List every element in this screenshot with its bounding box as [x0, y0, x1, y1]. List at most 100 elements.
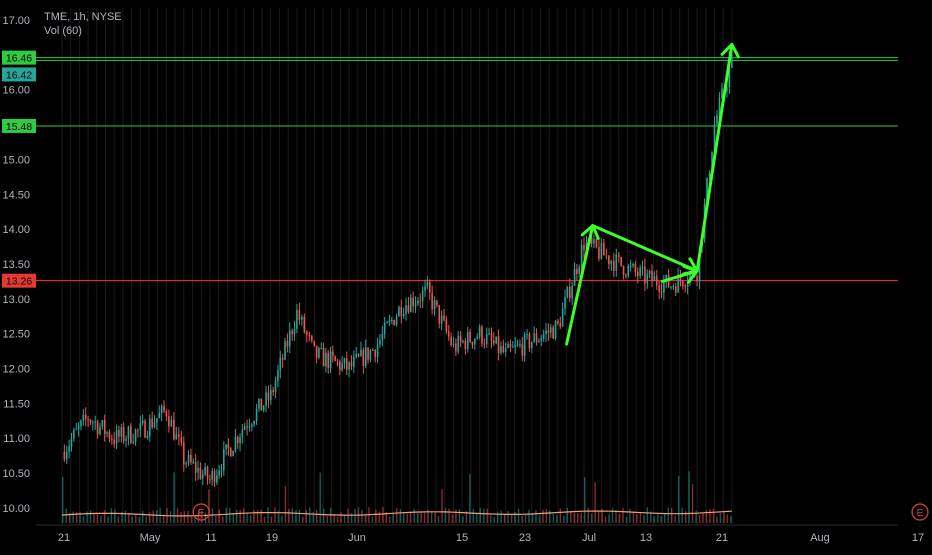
candle-body[interactable]: [82, 414, 85, 421]
candle-body[interactable]: [325, 352, 327, 367]
candle-body[interactable]: [625, 275, 627, 277]
candle-body[interactable]: [583, 244, 585, 251]
candle-body[interactable]: [120, 427, 123, 437]
candle-body[interactable]: [493, 340, 495, 344]
candle-body[interactable]: [213, 470, 216, 483]
candle-body[interactable]: [360, 349, 362, 357]
candle-body[interactable]: [481, 326, 483, 344]
candle-body[interactable]: [170, 419, 173, 427]
candle-body[interactable]: [426, 281, 429, 287]
candle-body[interactable]: [223, 449, 225, 471]
candle-body[interactable]: [232, 451, 234, 457]
candle-body[interactable]: [428, 281, 431, 293]
candle-body[interactable]: [670, 286, 672, 288]
candle-body[interactable]: [409, 297, 412, 313]
candle-body[interactable]: [545, 330, 547, 335]
candle-body[interactable]: [348, 362, 350, 370]
candle-body[interactable]: [542, 334, 545, 339]
candle-body[interactable]: [341, 363, 343, 370]
candle-body[interactable]: [585, 242, 588, 251]
candle-body[interactable]: [165, 410, 168, 417]
candle-body[interactable]: [144, 420, 146, 438]
candle-body[interactable]: [258, 398, 260, 409]
candle-body[interactable]: [466, 332, 469, 350]
candle-body[interactable]: [77, 426, 80, 429]
trend-arrow-4[interactable]: [695, 42, 734, 273]
candle-body[interactable]: [672, 286, 675, 288]
candle-body[interactable]: [507, 343, 509, 349]
candle-body[interactable]: [457, 335, 460, 352]
candle-body[interactable]: [490, 333, 493, 341]
candle-body[interactable]: [220, 470, 223, 472]
candle-body[interactable]: [726, 87, 728, 92]
trend-arrow-2[interactable]: [591, 224, 699, 273]
candle-body[interactable]: [313, 340, 316, 346]
candle-body[interactable]: [80, 420, 82, 427]
candle-body[interactable]: [103, 420, 106, 434]
candle-body[interactable]: [251, 424, 253, 427]
candle-body[interactable]: [357, 354, 360, 357]
candle-body[interactable]: [327, 352, 330, 368]
candle-body[interactable]: [488, 333, 490, 335]
candle-body[interactable]: [339, 361, 341, 370]
candle-body[interactable]: [241, 429, 244, 438]
candle-body[interactable]: [218, 470, 220, 476]
candle-body[interactable]: [412, 297, 414, 307]
candle-body[interactable]: [564, 297, 566, 309]
candle-body[interactable]: [194, 462, 197, 473]
candle-body[interactable]: [364, 347, 367, 366]
candle-body[interactable]: [281, 357, 284, 360]
candle-body[interactable]: [576, 269, 578, 274]
candle-body[interactable]: [651, 270, 653, 282]
candle-body[interactable]: [622, 265, 625, 276]
candle-body[interactable]: [519, 344, 521, 346]
candle-body[interactable]: [718, 97, 721, 116]
candle-body[interactable]: [173, 419, 175, 440]
candle-body[interactable]: [400, 306, 403, 317]
candle-body[interactable]: [369, 350, 372, 360]
candle-body[interactable]: [629, 265, 632, 267]
candle-body[interactable]: [620, 256, 622, 266]
candle-body[interactable]: [632, 263, 634, 266]
candle-body[interactable]: [590, 237, 593, 244]
candle-body[interactable]: [367, 347, 369, 360]
candle-body[interactable]: [523, 334, 526, 356]
candle-body[interactable]: [578, 266, 581, 274]
candle-body[interactable]: [417, 300, 419, 304]
candle-body[interactable]: [447, 331, 450, 337]
candle-body[interactable]: [538, 340, 540, 343]
candle-body[interactable]: [329, 351, 332, 368]
candle-body[interactable]: [598, 247, 600, 259]
candle-body[interactable]: [180, 437, 183, 443]
candle-body[interactable]: [262, 405, 265, 411]
candle-body[interactable]: [431, 292, 433, 310]
candle-body[interactable]: [211, 470, 214, 480]
candle-body[interactable]: [608, 255, 610, 265]
earnings-marker[interactable]: [192, 503, 210, 521]
candle-body[interactable]: [535, 333, 538, 343]
candle-body[interactable]: [595, 238, 598, 248]
candle-body[interactable]: [125, 438, 127, 441]
candle-body[interactable]: [320, 347, 323, 349]
candle-body[interactable]: [414, 303, 417, 307]
candle-body[interactable]: [398, 306, 400, 317]
candle-body[interactable]: [308, 334, 311, 336]
candle-body[interactable]: [721, 88, 723, 98]
candle-body[interactable]: [296, 309, 298, 329]
candle-body[interactable]: [627, 265, 630, 276]
candle-body[interactable]: [75, 428, 78, 430]
candle-body[interactable]: [641, 266, 644, 268]
candle-body[interactable]: [658, 285, 660, 292]
candle-body[interactable]: [455, 343, 457, 352]
candle-body[interactable]: [185, 463, 187, 465]
candle-body[interactable]: [452, 343, 455, 345]
candle-body[interactable]: [677, 274, 679, 293]
candle-body[interactable]: [713, 124, 716, 152]
candle-body[interactable]: [260, 398, 263, 411]
candle-body[interactable]: [646, 274, 649, 284]
candle-body[interactable]: [547, 330, 550, 333]
candle-body[interactable]: [234, 436, 237, 452]
candle-body[interactable]: [132, 441, 134, 443]
